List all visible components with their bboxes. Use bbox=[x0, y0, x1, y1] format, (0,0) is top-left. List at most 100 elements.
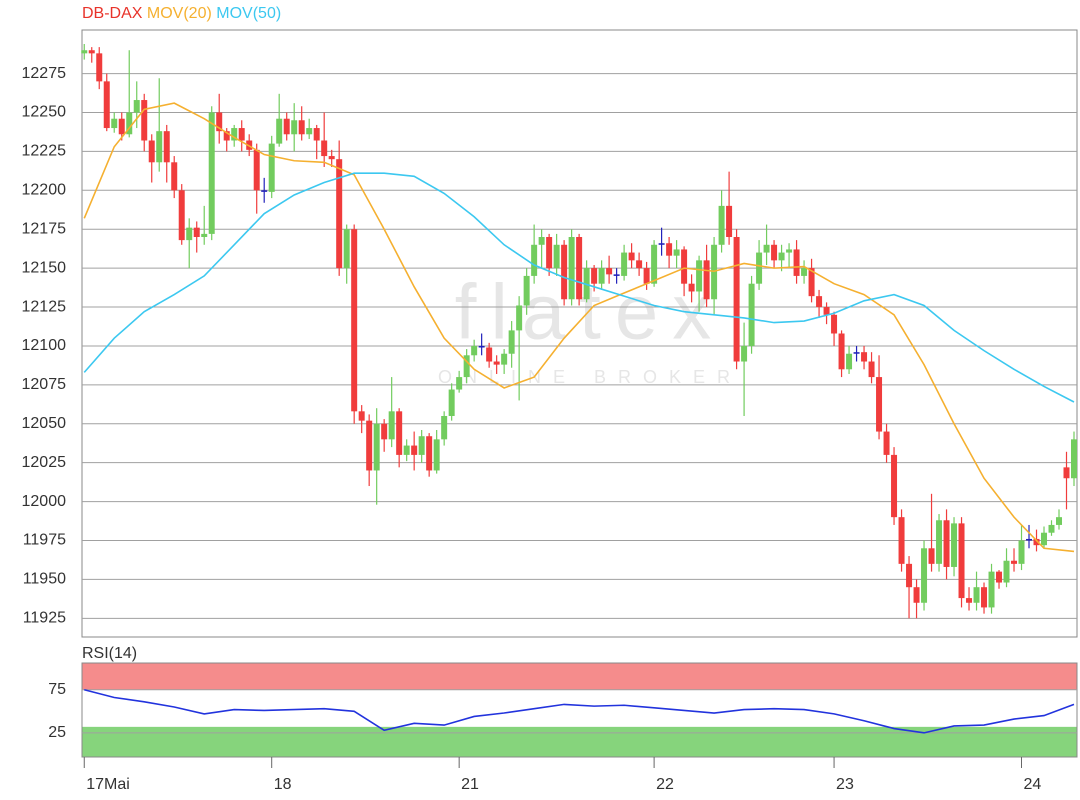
candle-body bbox=[943, 520, 950, 567]
candle-body bbox=[1063, 467, 1070, 479]
y-tick-label: 12000 bbox=[22, 493, 67, 510]
candle-body bbox=[1011, 560, 1018, 564]
candle-body bbox=[868, 361, 875, 378]
candle-body bbox=[88, 50, 95, 54]
candle-body bbox=[673, 249, 680, 256]
candle-body bbox=[801, 268, 808, 276]
y-tick-label: 12075 bbox=[22, 376, 67, 393]
candle-body bbox=[793, 249, 800, 276]
candle-body bbox=[231, 128, 238, 141]
series-line bbox=[84, 688, 1075, 734]
candle-body bbox=[771, 244, 778, 261]
candle-body bbox=[831, 314, 838, 334]
candle-body bbox=[268, 143, 275, 192]
candle-body bbox=[606, 268, 613, 275]
candle-body bbox=[741, 345, 748, 362]
candle-body bbox=[643, 268, 650, 284]
candle-body bbox=[208, 112, 215, 234]
lower-band bbox=[82, 726, 1077, 757]
candle-body bbox=[478, 345, 485, 348]
candle-body bbox=[936, 520, 943, 564]
candle-body bbox=[366, 420, 373, 471]
x-tick-label: 17Mai bbox=[86, 776, 130, 793]
candle-body bbox=[418, 436, 425, 455]
candle-body bbox=[906, 563, 913, 588]
candle-body bbox=[876, 377, 883, 432]
y-tick-label: 12225 bbox=[22, 143, 67, 160]
candle-body bbox=[471, 345, 478, 356]
candle-body bbox=[891, 454, 898, 518]
candle-body bbox=[718, 205, 725, 245]
candle-body bbox=[1041, 532, 1048, 546]
y-tick-label: 11975 bbox=[23, 532, 66, 549]
candle-body bbox=[1026, 538, 1033, 541]
candle-body bbox=[163, 131, 170, 163]
candle-body bbox=[981, 587, 988, 608]
candle-body bbox=[1071, 439, 1078, 479]
candle-body bbox=[148, 140, 155, 163]
candle-body bbox=[201, 233, 208, 238]
candle-body bbox=[733, 237, 740, 362]
main-plot-frame bbox=[81, 29, 1078, 638]
candle-body bbox=[501, 353, 508, 365]
candle-body bbox=[913, 587, 920, 603]
candle-body bbox=[306, 128, 313, 135]
legend-entry: MOV(50) bbox=[216, 5, 281, 22]
x-tick-label: 18 bbox=[274, 776, 292, 793]
candle-body bbox=[786, 249, 793, 253]
candle-body bbox=[126, 112, 133, 135]
candle-body bbox=[696, 260, 703, 292]
legend-entry: DB-DAX bbox=[82, 5, 143, 22]
candle-body bbox=[846, 353, 853, 370]
candle-body bbox=[1003, 560, 1010, 583]
candle-body bbox=[216, 112, 223, 132]
candle-body bbox=[486, 347, 493, 362]
candle-body bbox=[313, 128, 320, 141]
candle-body bbox=[853, 352, 860, 354]
watermark-logo: flatex bbox=[455, 268, 725, 356]
y-tick-label: 12200 bbox=[22, 182, 67, 199]
candle-body bbox=[381, 423, 388, 440]
candle-body bbox=[621, 252, 628, 276]
candle-body bbox=[111, 118, 118, 129]
upper-band bbox=[82, 663, 1077, 690]
series-line bbox=[83, 172, 1075, 403]
candle-body bbox=[576, 237, 583, 300]
y-tick-label: 12125 bbox=[22, 298, 67, 315]
main-plot: 11925 11950 11975 12000 12025 12050 12075 12100… bbox=[22, 44, 1078, 627]
candle-body bbox=[838, 333, 845, 370]
candle-body bbox=[396, 411, 403, 455]
y-tick-label: 11950 bbox=[23, 571, 66, 588]
candle-body bbox=[546, 237, 553, 269]
y-tick-label: 75 bbox=[48, 681, 66, 698]
watermark-tagline: ONLINE BROKER bbox=[438, 367, 742, 387]
candle-body bbox=[141, 100, 148, 141]
candle-body bbox=[726, 205, 733, 238]
candle-body bbox=[651, 244, 658, 284]
candle-body bbox=[328, 156, 335, 160]
candle-body bbox=[688, 283, 695, 292]
y-tick-label: 12025 bbox=[22, 454, 67, 471]
candle-body bbox=[351, 229, 358, 412]
candle-body bbox=[883, 431, 890, 455]
candle-body bbox=[358, 411, 365, 421]
candle-body bbox=[1018, 540, 1025, 564]
candle-body bbox=[628, 252, 635, 261]
candle-body bbox=[388, 411, 395, 440]
y-tick-label: 12275 bbox=[22, 65, 67, 82]
x-tick-label: 24 bbox=[1024, 776, 1042, 793]
candle-body bbox=[523, 275, 530, 306]
candle-body bbox=[538, 237, 545, 245]
candle-body bbox=[598, 268, 605, 284]
candle-body bbox=[553, 244, 560, 269]
candle-body bbox=[493, 361, 500, 365]
candle-body bbox=[703, 260, 710, 300]
candle-body bbox=[156, 131, 163, 163]
candle-body bbox=[756, 252, 763, 284]
candle-body bbox=[973, 587, 980, 603]
candle-body bbox=[343, 229, 350, 269]
candle-body bbox=[508, 330, 515, 354]
candle-body bbox=[456, 377, 463, 390]
candle-body bbox=[321, 140, 328, 157]
